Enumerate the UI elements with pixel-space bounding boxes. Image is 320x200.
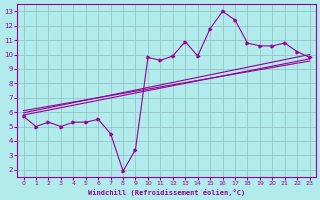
X-axis label: Windchill (Refroidissement éolien,°C): Windchill (Refroidissement éolien,°C) [88,189,245,196]
